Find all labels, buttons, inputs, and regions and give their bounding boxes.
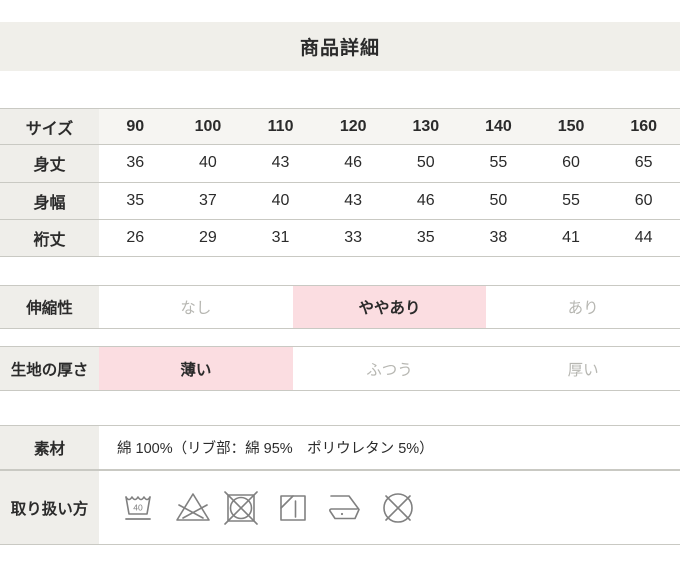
svg-text:40: 40 bbox=[133, 502, 143, 512]
